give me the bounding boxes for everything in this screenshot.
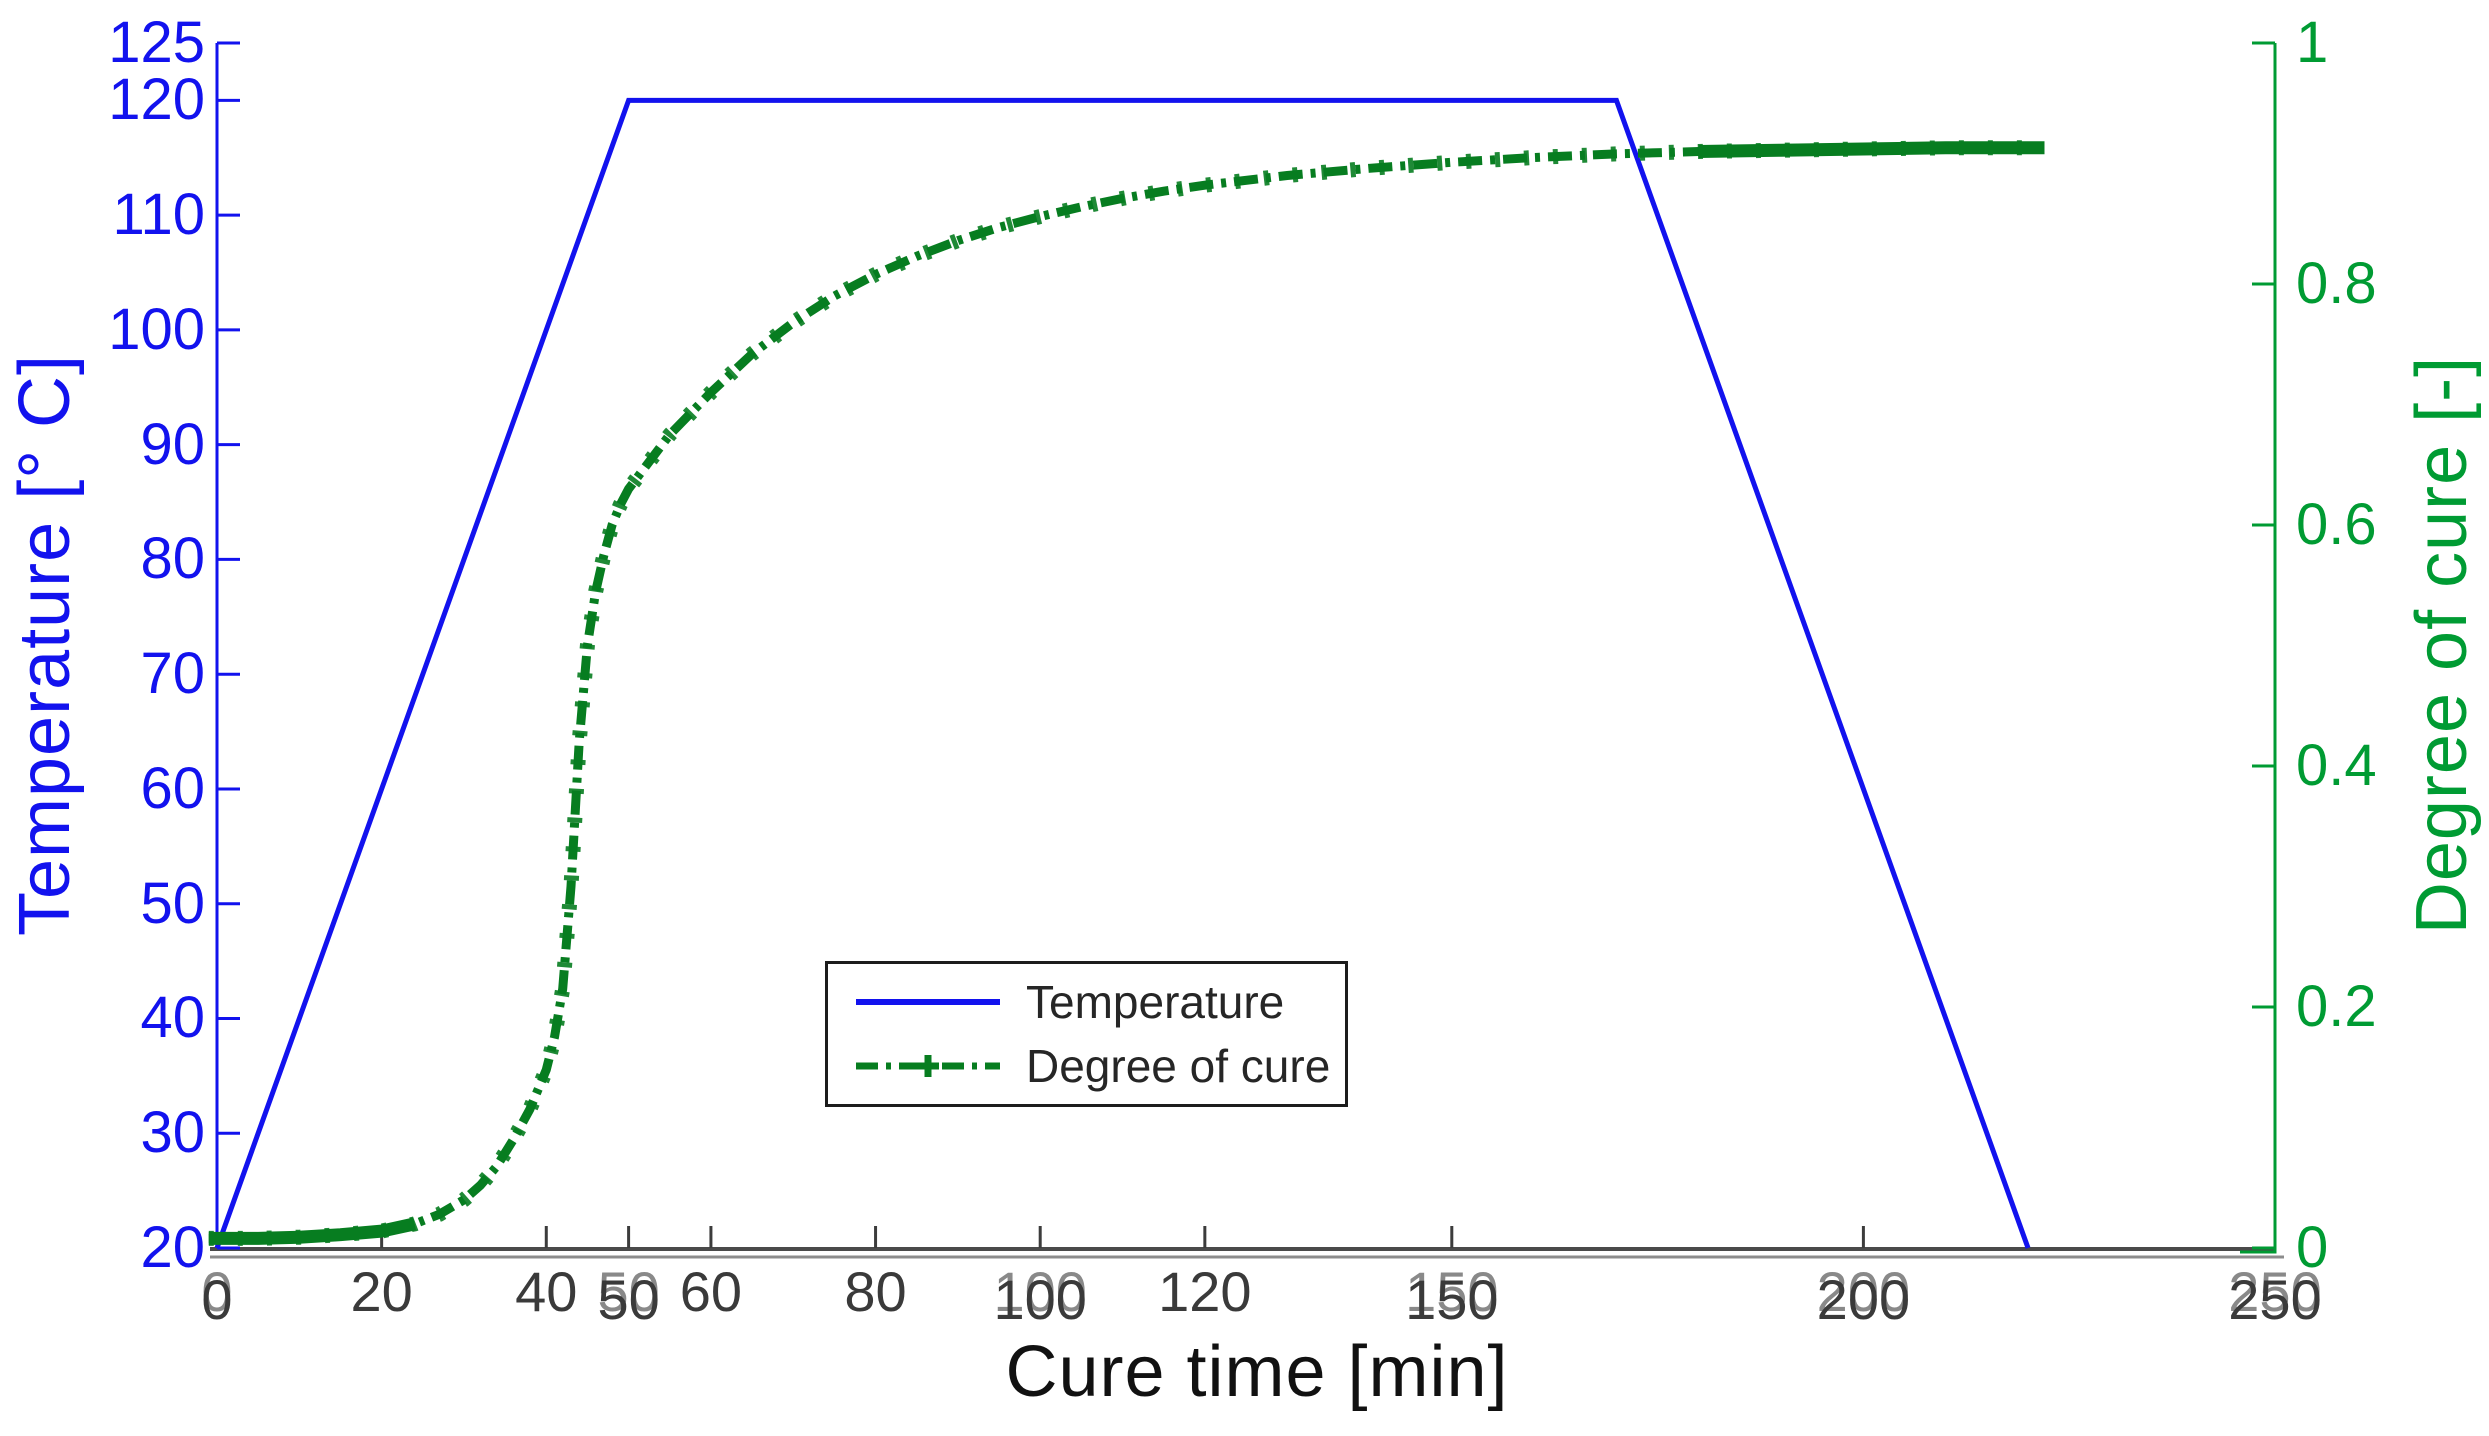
y-right-tick-label: 0.2 (2296, 974, 2377, 1039)
legend-label-temperature: Temperature (1026, 976, 1285, 1028)
x-tick-label: 80 (844, 1260, 907, 1323)
y-left-tick-label: 125 (108, 10, 205, 75)
y-right-tick-label: 0.4 (2296, 733, 2377, 798)
y-left-tick-label: 50 (140, 870, 205, 936)
y-left-tick-label: 80 (140, 526, 205, 592)
x-axis-title: Cure time [min] (1005, 1332, 1509, 1412)
x-tick-label-ghosted: 150 (1405, 1268, 1499, 1331)
x-tick-label: 60 (679, 1260, 743, 1323)
y-left-tick-label: 110 (112, 182, 205, 248)
x-tick-label: 120 (1158, 1260, 1252, 1323)
legend-item-temperature: Temperature (828, 975, 1345, 1029)
degree-of-cure-line-sample (856, 1055, 1000, 1077)
x-tick-label-ghosted: 200 (1816, 1268, 1911, 1331)
legend-item-degree-of-cure: Degree of cure (828, 1039, 1345, 1093)
degree-of-cure-markers (208, 140, 2045, 1246)
y-left-tick-label: 20 (140, 1215, 205, 1280)
temperature-line-sample (856, 999, 1000, 1005)
y-left-tick-label: 70 (140, 641, 205, 707)
right-axis-title: Degree of cure [-] (2402, 355, 2482, 935)
y-right-tick-label: 0.6 (2296, 492, 2377, 557)
x-tick-label-ghosted: 100 (993, 1268, 1087, 1331)
y-left-tick-label: 100 (108, 296, 205, 362)
y-left-tick-label: 40 (140, 985, 205, 1051)
y-right-tick-label: 1 (2296, 10, 2329, 75)
y-right-tick-label: 0.8 (2296, 251, 2377, 316)
legend: Temperature Degree of cure (825, 961, 1348, 1107)
degree-of-cure-solid-segment (1698, 141, 2045, 158)
x-tick-label: 20 (350, 1260, 413, 1323)
x-tick-label: 40 (515, 1260, 578, 1323)
y-right-tick-label: 0 (2296, 1215, 2329, 1280)
y-left-tick-label: 120 (108, 67, 205, 133)
temperature-line (214, 97, 2031, 1249)
x-tick-label-ghosted: 250 (2228, 1268, 2322, 1331)
x-tick-label-ghosted: 0 (201, 1268, 233, 1331)
y-left-tick-label: 60 (140, 755, 205, 821)
y-left-tick-label: 30 (140, 1100, 205, 1166)
legend-label-degree-of-cure: Degree of cure (1026, 1040, 1331, 1092)
x-tick-label-ghosted: 50 (597, 1268, 660, 1331)
y-left-tick-label: 90 (140, 411, 205, 477)
degree-of-cure-solid-segment (208, 1217, 416, 1245)
